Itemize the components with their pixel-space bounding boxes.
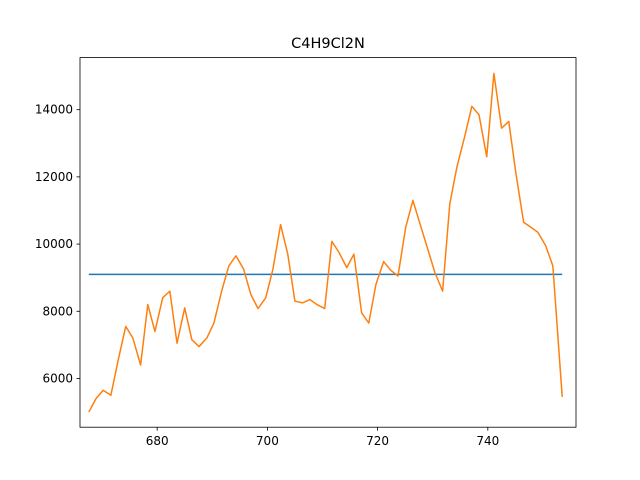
x-tick-label: 720 [366, 434, 389, 448]
x-tick-label: 700 [256, 434, 279, 448]
chart-title: C4H9Cl2N [291, 36, 365, 52]
x-axis-ticks: 680 700 720 740 [146, 427, 499, 448]
y-tick-label: 14000 [35, 103, 73, 117]
y-tick-label: 8000 [42, 304, 73, 318]
y-tick-label: 12000 [35, 170, 73, 184]
x-tick-label: 740 [476, 434, 499, 448]
series-layer [88, 72, 563, 413]
plot-area-frame [79, 57, 577, 428]
y-tick-label: 6000 [42, 371, 73, 385]
series-line-1 [88, 72, 563, 413]
y-tick-label: 10000 [35, 237, 73, 251]
y-axis-ticks: 6000 8000 10000 12000 14000 [35, 103, 80, 385]
x-tick-label: 680 [146, 434, 169, 448]
